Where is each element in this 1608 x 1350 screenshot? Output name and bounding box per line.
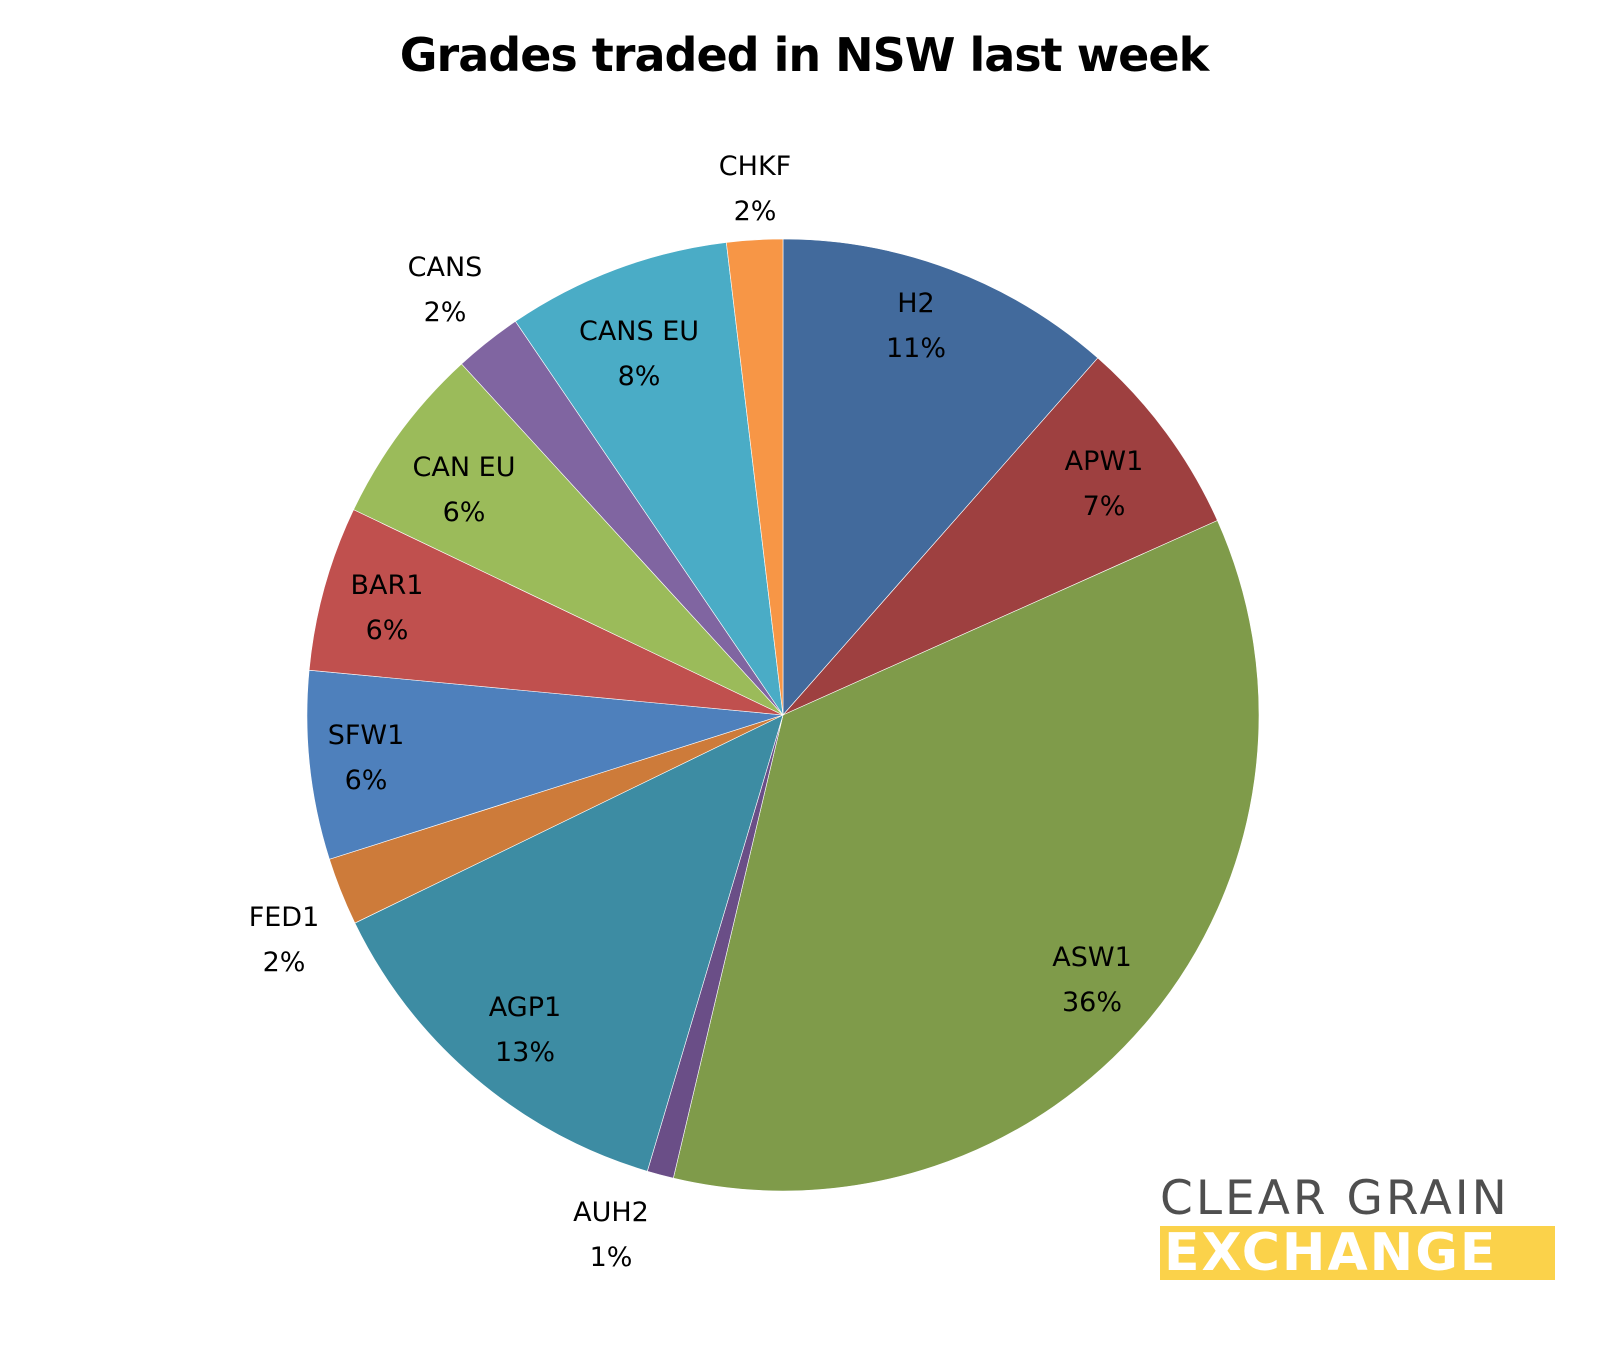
pie-slice-asw1 <box>672 520 1260 1192</box>
data-label-bar1: BAR1 6% <box>350 570 424 646</box>
data-label-cans-eu: CANS EU 8% <box>578 316 700 392</box>
data-label-chkf: CHKF 2% <box>718 151 792 227</box>
pie-slice-apw1 <box>782 357 1218 716</box>
chart-title: Grades traded in NSW last week <box>399 28 1209 82</box>
data-label-asw1: ASW1 36% <box>1052 942 1132 1018</box>
data-label-h2: H2 11% <box>885 288 947 364</box>
pie-slice-cans-eu <box>515 242 784 716</box>
data-label-sfw1: SFW1 6% <box>327 720 405 796</box>
data-label-auh2: AUH2 1% <box>573 1197 649 1273</box>
logo-line2: EXCHANGE <box>1160 1226 1555 1280</box>
data-label-fed1: FED1 2% <box>248 902 320 978</box>
pie-slice-h2 <box>782 238 1099 716</box>
data-label-apw1: APW1 7% <box>1064 446 1144 522</box>
data-label-cans: CANS 2% <box>407 252 483 328</box>
pie-slice-chkf <box>725 238 784 716</box>
data-label-can-eu: CAN EU 6% <box>412 452 516 528</box>
clear-grain-exchange-logo: CLEAR GRAIN EXCHANGE <box>1160 1174 1555 1280</box>
pie-slice-can-eu <box>353 363 784 716</box>
data-label-agp1: AGP1 13% <box>488 992 562 1068</box>
logo-line1: CLEAR GRAIN <box>1160 1171 1510 1226</box>
pie-slice-agp1 <box>354 714 784 1172</box>
pie-slice-sfw1 <box>306 669 784 860</box>
pie-slice-bar1 <box>308 509 784 716</box>
